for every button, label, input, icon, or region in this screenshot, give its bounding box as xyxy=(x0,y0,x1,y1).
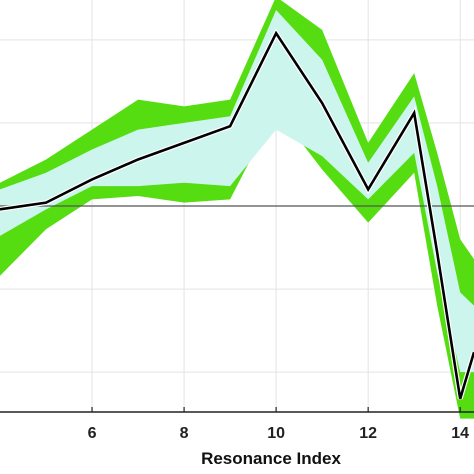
mean-line-group xyxy=(0,28,474,400)
x-axis-title: Resonance Index xyxy=(201,449,341,468)
x-tick-label: 14 xyxy=(451,425,469,442)
outer-band xyxy=(0,0,474,419)
x-tick-label: 6 xyxy=(88,425,97,442)
x-tick-label: 8 xyxy=(180,425,189,442)
bands xyxy=(0,0,474,419)
x-ticks: 6 8 10 12 14 xyxy=(88,407,469,442)
x-tick-label: 12 xyxy=(359,425,377,442)
x-tick-label: 10 xyxy=(267,425,285,442)
mean-line xyxy=(0,30,474,400)
